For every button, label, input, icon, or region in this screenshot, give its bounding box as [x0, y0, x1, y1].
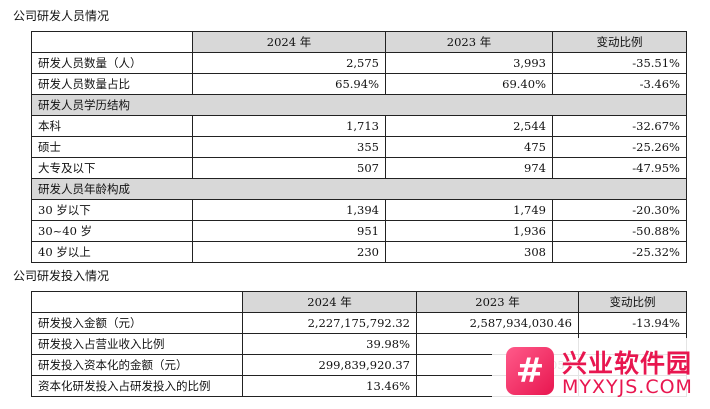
- investment-section-title: 公司研发投入情况: [13, 269, 110, 283]
- value-2023: 3,993: [385, 52, 553, 74]
- value-2024: 299,839,920.37: [242, 354, 417, 376]
- value-2024: 1,394: [192, 199, 386, 221]
- table-row: 研发人员数量占比 65.94% 69.40% -3.46%: [31, 73, 687, 95]
- value-2024: 230: [192, 241, 386, 263]
- value-change: -25.26%: [552, 136, 687, 158]
- value-2023: 1,749: [385, 199, 553, 221]
- value-2023: 1,936: [385, 220, 553, 242]
- row-label: 研发投入占营业收入比例: [31, 333, 243, 355]
- value-change: -47.95%: [552, 157, 687, 179]
- personnel-header-row: 2024 年 2023 年 变动比例: [31, 31, 687, 53]
- investment-header-row: 2024 年 2023 年 变动比例: [31, 291, 687, 313]
- row-label: 硕士: [31, 136, 193, 158]
- value-2023: 974: [385, 157, 553, 179]
- value-2023: 2,544: [385, 115, 553, 137]
- value-change: -13.94%: [578, 312, 687, 334]
- value-2024: 2,575: [192, 52, 386, 74]
- table-row: 研发人员数量（人） 2,575 3,993 -35.51%: [31, 52, 687, 74]
- header-2023: 2023 年: [416, 291, 579, 313]
- table-row: 研发投入金额（元） 2,227,175,792.32 2,587,934,030…: [31, 312, 687, 334]
- header-2024: 2024 年: [242, 291, 417, 313]
- row-label: 大专及以下: [31, 157, 193, 179]
- value-change: -20.30%: [552, 199, 687, 221]
- header-blank: [31, 291, 243, 313]
- value-2024: 1,713: [192, 115, 386, 137]
- value-2024: 355: [192, 136, 386, 158]
- value-2024: 65.94%: [192, 73, 386, 95]
- table-row: 40 岁以上 230 308 -25.32%: [31, 241, 687, 263]
- row-label: 30 岁以下: [31, 199, 193, 221]
- row-label: 研发投入金额（元）: [31, 312, 243, 334]
- value-2024: 507: [192, 157, 386, 179]
- row-label: 研发人员数量占比: [31, 73, 193, 95]
- row-label: 30~40 岁: [31, 220, 193, 242]
- value-2024: 951: [192, 220, 386, 242]
- value-2024: 39.98%: [242, 333, 417, 355]
- value-2024: 13.46%: [242, 375, 417, 397]
- header-2024: 2024 年: [192, 31, 386, 53]
- header-blank: [31, 31, 193, 53]
- watermark-site-name: 兴业软件园: [562, 349, 693, 378]
- table-row: 本科 1,713 2,544 -32.67%: [31, 115, 687, 137]
- table-row: 30~40 岁 951 1,936 -50.88%: [31, 220, 687, 242]
- table-row: 大专及以下 507 974 -47.95%: [31, 157, 687, 179]
- value-2024: 2,227,175,792.32: [242, 312, 417, 334]
- edu-section-row: 研发人员学历结构: [31, 94, 687, 116]
- personnel-section-title: 公司研发人员情况: [13, 9, 110, 23]
- personnel-table: 2024 年 2023 年 变动比例 研发人员数量（人） 2,575 3,993…: [31, 31, 687, 263]
- value-2023: 308: [385, 241, 553, 263]
- table-row: 硕士 355 475 -25.26%: [31, 136, 687, 158]
- value-change: -25.32%: [552, 241, 687, 263]
- row-label: 研发投入资本化的金额（元）: [31, 354, 243, 376]
- hash-logo-icon: #: [506, 347, 554, 395]
- row-label: 本科: [31, 115, 193, 137]
- value-change: -35.51%: [552, 52, 687, 74]
- row-label: 研发人员数量（人）: [31, 52, 193, 74]
- value-2023: 69.40%: [385, 73, 553, 95]
- edu-section-title: 研发人员学历结构: [31, 94, 687, 116]
- site-watermark: # 兴业软件园 MYXYJS.COM: [492, 338, 710, 409]
- age-section-row: 研发人员年龄构成: [31, 178, 687, 200]
- row-label: 资本化研发投入占研发投入的比例: [31, 375, 243, 397]
- header-2023: 2023 年: [385, 31, 553, 53]
- value-2023: 2,587,934,030.46: [416, 312, 579, 334]
- table-row: 30 岁以下 1,394 1,749 -20.30%: [31, 199, 687, 221]
- value-2023: 475: [385, 136, 553, 158]
- watermark-site-url: MYXYJS.COM: [562, 376, 693, 398]
- header-change: 变动比例: [578, 291, 687, 313]
- value-change: -50.88%: [552, 220, 687, 242]
- value-change: -32.67%: [552, 115, 687, 137]
- value-change: -3.46%: [552, 73, 687, 95]
- age-section-title: 研发人员年龄构成: [31, 178, 687, 200]
- header-change: 变动比例: [552, 31, 687, 53]
- row-label: 40 岁以上: [31, 241, 193, 263]
